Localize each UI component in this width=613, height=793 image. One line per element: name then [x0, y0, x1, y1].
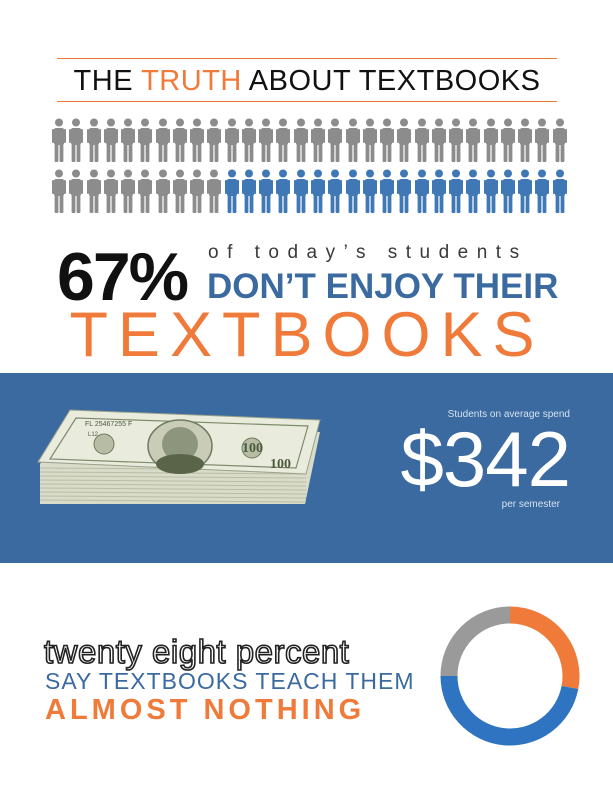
person-icon-highlighted [466, 169, 481, 214]
person-icon [121, 169, 136, 214]
person-icon [241, 118, 256, 163]
person-icon [552, 118, 567, 163]
person-icon [276, 118, 291, 163]
person-icon [293, 118, 308, 163]
bill-code: L12 [88, 432, 99, 438]
donut-chart [440, 606, 580, 746]
person-icon [380, 118, 395, 163]
person-icon [207, 169, 222, 214]
person-icon [103, 169, 118, 214]
person-icon [86, 169, 101, 214]
person-icon-highlighted [345, 169, 360, 214]
person-icon [103, 118, 118, 163]
money-stack-icon: FL 25467255 F L12 100 100 [37, 409, 321, 504]
person-icon [414, 118, 429, 163]
title-top-rule [57, 58, 557, 59]
almost-nothing-line: ALMOST NOTHING [45, 694, 366, 726]
person-icon [397, 118, 412, 163]
spend-label: Students on average spend [447, 409, 570, 420]
person-icon-highlighted [483, 169, 498, 214]
person-icon [431, 118, 446, 163]
person-icon-highlighted [310, 169, 325, 214]
person-icon [310, 118, 325, 163]
person-icon-highlighted [259, 169, 274, 214]
person-icon-highlighted [500, 169, 515, 214]
person-icon [535, 118, 550, 163]
bill-serial: FL 25467255 F [85, 421, 132, 428]
person-icon [328, 118, 343, 163]
person-icon [224, 118, 239, 163]
people-row-2 [52, 169, 567, 214]
person-icon-highlighted [518, 169, 533, 214]
person-icon-highlighted [414, 169, 429, 214]
person-icon-highlighted [380, 169, 395, 214]
dont-enjoy-line: DON’T ENJOY THEIR [207, 267, 559, 306]
twenty-eight-percent-line: twenty eight percent [43, 632, 350, 671]
person-icon [121, 118, 136, 163]
person-icon-highlighted [397, 169, 412, 214]
person-icon [172, 118, 187, 163]
person-icon [449, 118, 464, 163]
spend-amount: $342 [400, 415, 571, 503]
bill-denomination-corner: 100 [270, 457, 291, 472]
person-icon [345, 118, 360, 163]
person-icon [86, 118, 101, 163]
percent-figure: 67% [57, 239, 189, 315]
person-icon [52, 169, 66, 214]
person-icon [138, 118, 153, 163]
person-icon [190, 169, 205, 214]
person-icon [190, 118, 205, 163]
person-icon-highlighted [362, 169, 377, 214]
person-icon-highlighted [552, 169, 567, 214]
students-line: of today’s students [208, 242, 528, 263]
person-icon [155, 118, 170, 163]
person-icon-highlighted [431, 169, 446, 214]
title-part2: ABOUT TEXTBOOKS [241, 65, 541, 97]
title-bottom-rule [57, 101, 557, 102]
person-icon [483, 118, 498, 163]
person-icon [466, 118, 481, 163]
person-icon [259, 118, 274, 163]
title-part1: THE [73, 65, 142, 97]
page-title: THE TRUTH ABOUT TEXTBOOKS [57, 64, 557, 98]
person-icon [155, 169, 170, 214]
person-icon-highlighted [449, 169, 464, 214]
person-icon [207, 118, 222, 163]
people-row-1 [52, 118, 567, 163]
person-icon-highlighted [328, 169, 343, 214]
person-icon-highlighted [224, 169, 239, 214]
donut-segment-blue [440, 675, 579, 746]
say-textbooks-line: SAY TEXTBOOKS TEACH THEM [45, 668, 415, 694]
person-icon [138, 169, 153, 214]
person-icon-highlighted [276, 169, 291, 214]
person-icon [500, 118, 515, 163]
bill-denomination: 100 [242, 441, 263, 456]
people-grid [52, 118, 567, 220]
title-accent: TRUTH [141, 65, 242, 97]
person-icon [518, 118, 533, 163]
person-icon [69, 118, 84, 163]
person-icon-highlighted [241, 169, 256, 214]
donut-segment-orange [509, 606, 580, 690]
textbooks-word: TEXTBOOKS [69, 300, 545, 370]
person-icon-highlighted [535, 169, 550, 214]
person-icon-highlighted [293, 169, 308, 214]
person-icon [52, 118, 66, 163]
spend-suffix: per semester [501, 499, 560, 510]
donut-segment-gray [440, 606, 511, 677]
person-icon [362, 118, 377, 163]
person-icon [69, 169, 84, 214]
person-icon [172, 169, 187, 214]
